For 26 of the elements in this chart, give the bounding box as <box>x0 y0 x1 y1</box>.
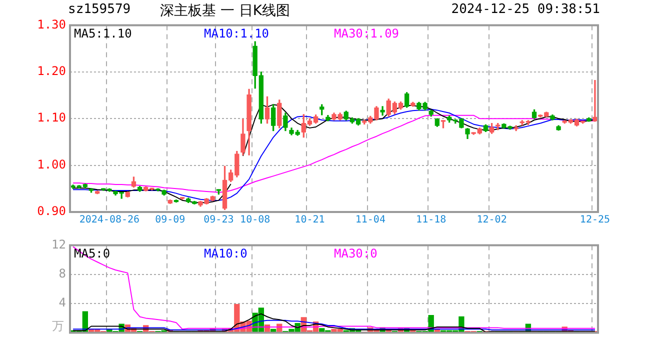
x-tick-label: 11-18 <box>416 214 446 226</box>
y-tick-label: 1.00 <box>37 157 66 172</box>
x-tick-label: 11-04 <box>355 214 386 226</box>
x-tick-label: 12-02 <box>476 214 507 226</box>
text: MA30:0 <box>334 246 378 260</box>
y-tick-label: 0.90 <box>37 204 66 218</box>
x-tick-label: 09-23 <box>204 214 234 226</box>
text: MA30:1.09 <box>334 26 400 40</box>
y-axis-title: 万 <box>52 318 64 333</box>
text: MA10:0 <box>204 246 248 260</box>
y-tick-label: 1.10 <box>37 110 66 125</box>
x-tick-label: 12-25 <box>580 214 610 226</box>
y-tick-label: 12 <box>52 237 66 252</box>
text: 2024-12-25 09:38:51 <box>451 2 600 17</box>
x-tick-label: 2024-08-26 <box>79 214 140 226</box>
text: MA5:1.10 <box>74 26 132 40</box>
x-tick-label: 10-08 <box>240 214 270 226</box>
x-tick-label: 10-21 <box>294 214 325 226</box>
text: MA10:1.10 <box>204 26 270 40</box>
y-tick-label: 8 <box>58 266 66 281</box>
text: sz159579 <box>68 2 131 17</box>
x-tick-label: 09-09 <box>155 214 186 226</box>
chart-title: 深主板基 一 日K线图 <box>160 2 290 20</box>
y-tick-label: 1.30 <box>37 17 66 32</box>
y-tick-label: 1.20 <box>37 64 66 78</box>
y-tick-label: 4 <box>58 296 66 310</box>
